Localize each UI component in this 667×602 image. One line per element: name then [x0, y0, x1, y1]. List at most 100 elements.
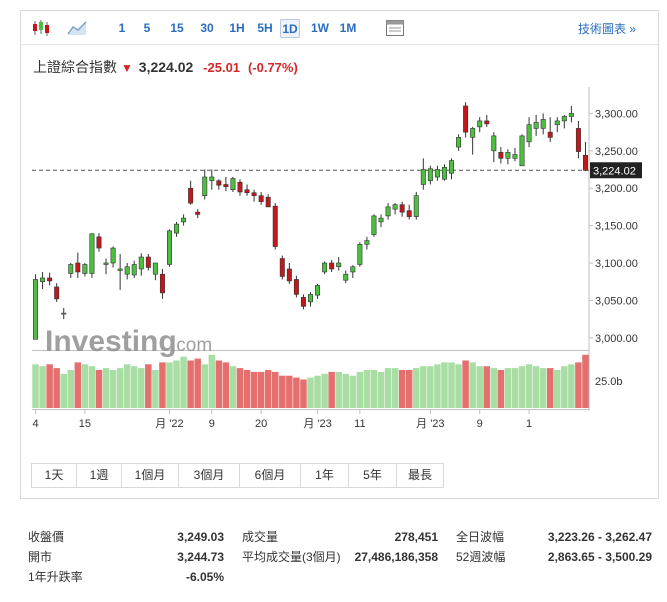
price-change: -25.01 [203, 60, 241, 75]
y-tick-label: 3,300.00 [595, 108, 638, 120]
range-button[interactable]: 6個月 [239, 463, 300, 488]
stat-value: 2,863.65 - 3,500.29 [547, 550, 652, 564]
timeframe-1[interactable]: 1 [118, 21, 126, 35]
timeframe-15[interactable]: 15 [170, 21, 184, 35]
volume-bar [455, 364, 462, 408]
volume-bar [434, 364, 441, 408]
volume-bar [173, 360, 180, 408]
area-chart-icon[interactable] [67, 19, 87, 37]
volume-bar [201, 364, 208, 408]
volume-bar [342, 373, 349, 408]
candle-body [371, 215, 377, 235]
stat-label: 52週波幅 [456, 550, 506, 564]
volume-bar [95, 370, 103, 408]
stat-prev-close: 收盤價 3,249.03 [28, 528, 224, 546]
volume-bar [377, 371, 385, 408]
candle-body [441, 166, 447, 180]
candle-body [434, 169, 440, 178]
candle-body [498, 152, 504, 159]
candle-body [329, 262, 335, 270]
range-button[interactable]: 最長 [396, 463, 444, 488]
advanced-chart-link[interactable]: 技術圖表 » [577, 22, 636, 36]
stat-day-range: 全日波幅 3,223.26 - 3,262.47 [456, 528, 652, 546]
volume-bar [448, 362, 455, 408]
index-name: 上證綜合指數 [33, 59, 117, 75]
timeframe-5[interactable]: 5 [143, 21, 151, 35]
timeframe-1m[interactable]: 1M [339, 21, 357, 35]
volume-bar [53, 368, 60, 408]
candle-body [575, 128, 581, 152]
stat-label: 全日波幅 [456, 530, 505, 544]
x-tick-label: 月 '23 [416, 418, 444, 430]
candle-body [138, 256, 144, 270]
candle-body [315, 285, 321, 296]
candle-body [427, 168, 433, 182]
candle-body [117, 268, 123, 271]
volume-bar [194, 358, 201, 408]
candlestick-icon[interactable] [31, 19, 51, 37]
volume-bar [349, 375, 357, 408]
range-button[interactable]: 1個月 [121, 463, 178, 488]
candle-body [456, 137, 462, 148]
volume-bar [39, 366, 46, 408]
timeframe-1w[interactable]: 1W [311, 21, 329, 35]
timeframe-5h[interactable]: 5H [257, 21, 273, 35]
volume-bar [476, 366, 483, 408]
volume-bar [539, 368, 547, 408]
candle-body [512, 154, 518, 159]
range-button[interactable]: 5年 [348, 463, 396, 488]
candle-body [364, 240, 370, 245]
last-price-tag [590, 162, 642, 179]
candle-body [505, 152, 511, 159]
candle-body [350, 266, 356, 273]
candle-body [124, 266, 130, 275]
volume-bar [74, 362, 82, 408]
volume-bar [300, 379, 307, 408]
candle-body [181, 217, 187, 223]
volume-bar [180, 356, 187, 408]
stat-value: 27,486,186,358 [354, 550, 438, 564]
candle-body [40, 277, 46, 282]
candle-body [308, 294, 313, 303]
volume-bar [102, 368, 110, 408]
volume-bar [532, 366, 540, 408]
volume-bar [335, 371, 342, 408]
volume-bar [109, 370, 117, 408]
volume-bar [229, 366, 237, 408]
timeframe-1d[interactable]: 1D [280, 19, 300, 38]
volume-bar [67, 370, 75, 408]
range-selector: 1天 1週 1個月 3個月 6個月 1年 5年 最長 [31, 463, 444, 488]
timeframe-1h[interactable]: 1H [229, 21, 245, 35]
timeframe-30[interactable]: 30 [200, 21, 214, 35]
candle-body [491, 135, 497, 152]
volume-bar [518, 366, 526, 408]
candle-body [547, 131, 553, 138]
range-button[interactable]: 1週 [76, 463, 121, 488]
candle-body [89, 233, 95, 274]
candle-body [540, 119, 546, 129]
candle-body [47, 277, 53, 282]
investing-watermark-logo: Investing [45, 325, 177, 358]
candle-body [96, 236, 102, 249]
candle-body [293, 279, 299, 295]
volume-bar [328, 371, 335, 408]
range-button[interactable]: 3個月 [178, 463, 239, 488]
candlestick-chart[interactable]: 3,000.00 3,050.00 3,100.00 3,150.00 3,200.00… [21, 11, 658, 457]
range-button[interactable]: 1天 [31, 463, 76, 488]
stat-label: 成交量 [242, 530, 279, 544]
volume-bar [116, 368, 124, 408]
stat-avg-volume: 平均成交量(3個月) 27,486,186,358 [242, 548, 438, 566]
candle-body [561, 116, 567, 122]
stat-label: 平均成交量(3個月) [242, 550, 341, 564]
range-button[interactable]: 1年 [300, 463, 348, 488]
volume-bar [561, 366, 568, 408]
candle-body [230, 178, 236, 191]
stat-label: 開市 [28, 550, 53, 564]
candle-body [399, 204, 405, 213]
volume-bar [525, 364, 533, 408]
candle-body [152, 262, 158, 275]
candle-body [582, 155, 588, 171]
volume-bar [187, 360, 194, 408]
volume-bar [490, 368, 498, 408]
table-view-icon[interactable] [385, 19, 405, 37]
